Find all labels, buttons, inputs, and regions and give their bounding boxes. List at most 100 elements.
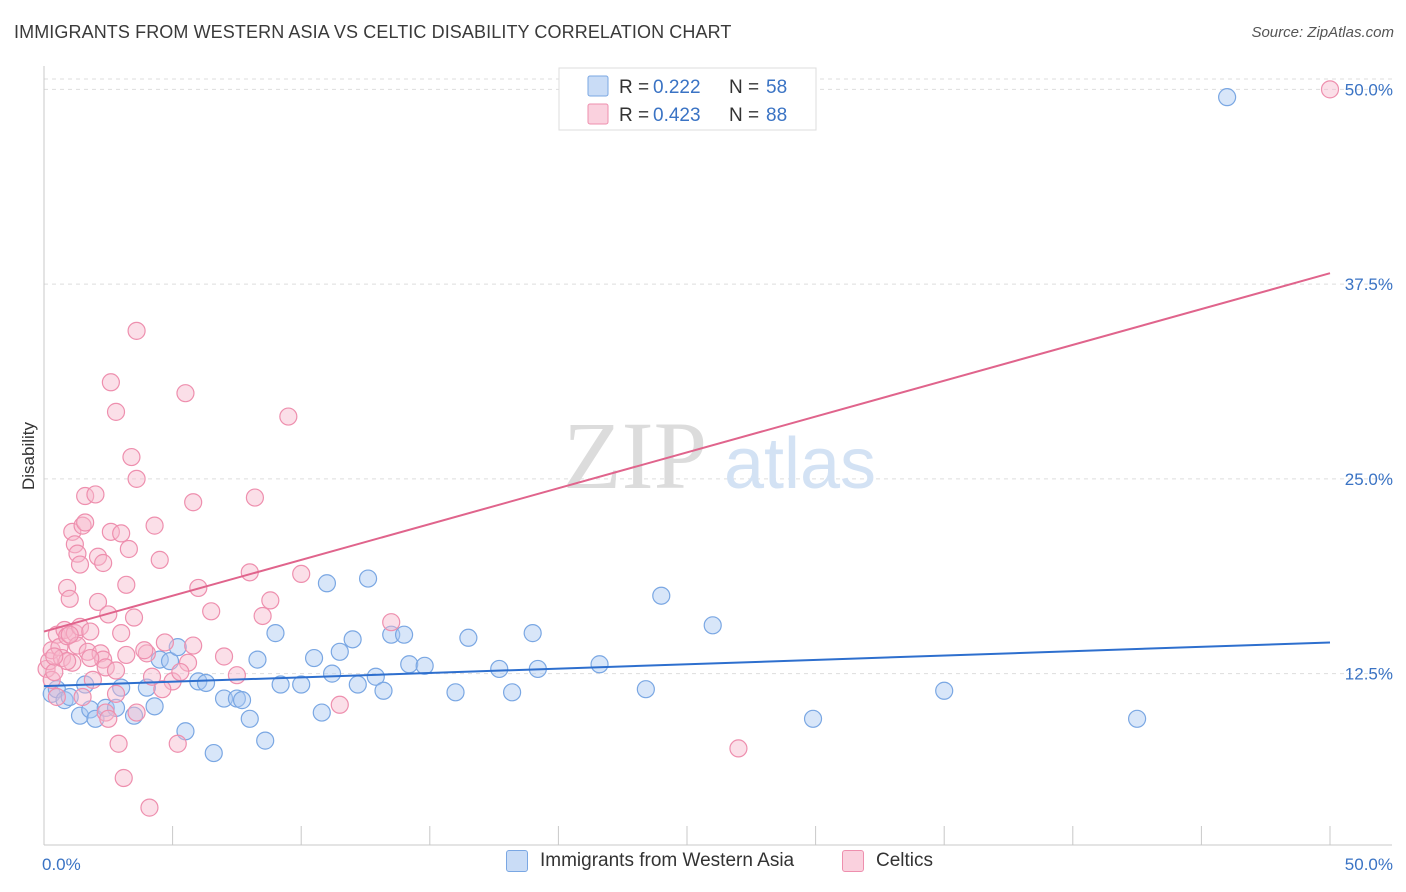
- data-point: [1320, 80, 1340, 99]
- data-point: [94, 553, 113, 573]
- data-point: [292, 564, 311, 584]
- legend-r-value: 0.423: [653, 105, 701, 126]
- data-point: [127, 469, 146, 488]
- data-point: [382, 625, 401, 644]
- data-point: [503, 683, 522, 702]
- data-point: [358, 569, 378, 588]
- data-point: [490, 659, 509, 679]
- data-point: [330, 695, 349, 714]
- data-point: [153, 680, 172, 699]
- data-point: [119, 539, 138, 559]
- watermark: ZIP atlas: [563, 402, 876, 509]
- data-point: [140, 798, 159, 817]
- data-point: [52, 648, 72, 668]
- legend-r-value: 0.222: [653, 77, 701, 98]
- legend-bottom: Immigrants from Western Asia Celtics: [0, 850, 1406, 880]
- data-point: [60, 687, 79, 707]
- data-point: [68, 544, 87, 563]
- legend-n-label: N =: [729, 77, 759, 98]
- data-point: [415, 656, 434, 675]
- series-celtics: [37, 80, 1340, 817]
- data-point: [523, 624, 542, 643]
- data-point: [184, 636, 203, 655]
- legend-swatch-pink: [842, 850, 864, 872]
- data-point: [47, 687, 66, 707]
- x-tick-label-max: 50.0%: [1345, 855, 1393, 874]
- data-point: [304, 648, 324, 668]
- data-point: [214, 647, 234, 666]
- data-point: [76, 513, 95, 532]
- data-point: [248, 650, 267, 669]
- data-point: [322, 664, 342, 683]
- data-point: [261, 591, 280, 610]
- data-point: [142, 667, 162, 686]
- data-point: [106, 402, 126, 421]
- data-point: [204, 743, 223, 763]
- data-point: [1127, 709, 1147, 728]
- data-point: [168, 734, 187, 753]
- data-point: [70, 555, 90, 574]
- data-point: [935, 681, 954, 700]
- data-point: [155, 633, 174, 652]
- data-point: [127, 321, 146, 340]
- legend-item-celtics[interactable]: Celtics: [842, 850, 933, 872]
- data-point: [271, 675, 290, 694]
- y-tick-label: 25.0%: [1345, 470, 1393, 489]
- data-point: [279, 407, 298, 426]
- data-point: [124, 706, 144, 725]
- tick-labels: 12.5% 25.0% 37.5% 50.0% 0.0% 50.0%: [42, 80, 1393, 874]
- data-point: [96, 658, 115, 677]
- data-point: [122, 447, 141, 467]
- data-point: [590, 655, 609, 674]
- data-point: [99, 709, 118, 728]
- data-point: [330, 642, 349, 661]
- legend-swatch-blue: [506, 850, 528, 872]
- data-point: [703, 616, 722, 635]
- data-point: [292, 675, 311, 694]
- data-point: [317, 574, 337, 593]
- trend-line-celtics: [43, 272, 1331, 633]
- legend-r-label: R =: [619, 105, 649, 126]
- data-point: [150, 550, 169, 569]
- legend-swatch: [587, 75, 609, 97]
- data-point: [45, 647, 64, 666]
- data-point: [729, 739, 748, 758]
- chart-title: IMMIGRANTS FROM WESTERN ASIA VS CELTIC D…: [14, 22, 732, 42]
- data-point: [240, 709, 259, 728]
- data-point: [114, 768, 133, 788]
- data-point: [232, 691, 252, 710]
- data-point: [256, 731, 275, 750]
- data-point: [400, 655, 419, 674]
- data-point: [127, 703, 146, 722]
- y-tick-label: 37.5%: [1345, 275, 1393, 294]
- data-point: [202, 602, 221, 621]
- data-point: [176, 384, 195, 403]
- legend-item-immigrants[interactable]: Immigrants from Western Asia: [506, 850, 794, 872]
- data-point: [459, 628, 478, 647]
- data-point: [343, 630, 362, 649]
- watermark-atlas: atlas: [724, 424, 876, 504]
- data-point: [58, 578, 77, 598]
- legend-swatch: [587, 103, 609, 125]
- data-point: [394, 625, 414, 644]
- data-point: [266, 624, 285, 643]
- legend-label-celtics: Celtics: [876, 850, 934, 871]
- axes: [43, 66, 1392, 846]
- data-point: [145, 516, 164, 535]
- data-point: [312, 703, 331, 722]
- data-point: [124, 608, 144, 627]
- legend-n-value: 88: [766, 105, 787, 126]
- data-point: [106, 684, 126, 703]
- watermark-zip: ZIP: [563, 402, 707, 509]
- y-tick-label: 12.5%: [1345, 665, 1393, 684]
- data-point: [117, 575, 136, 594]
- data-point: [382, 613, 401, 632]
- data-point: [73, 687, 92, 707]
- data-point: [374, 681, 393, 700]
- data-point: [184, 493, 203, 512]
- data-point: [60, 625, 79, 644]
- legend-n-label: N =: [729, 105, 759, 126]
- data-point: [137, 644, 156, 663]
- data-point: [178, 653, 198, 672]
